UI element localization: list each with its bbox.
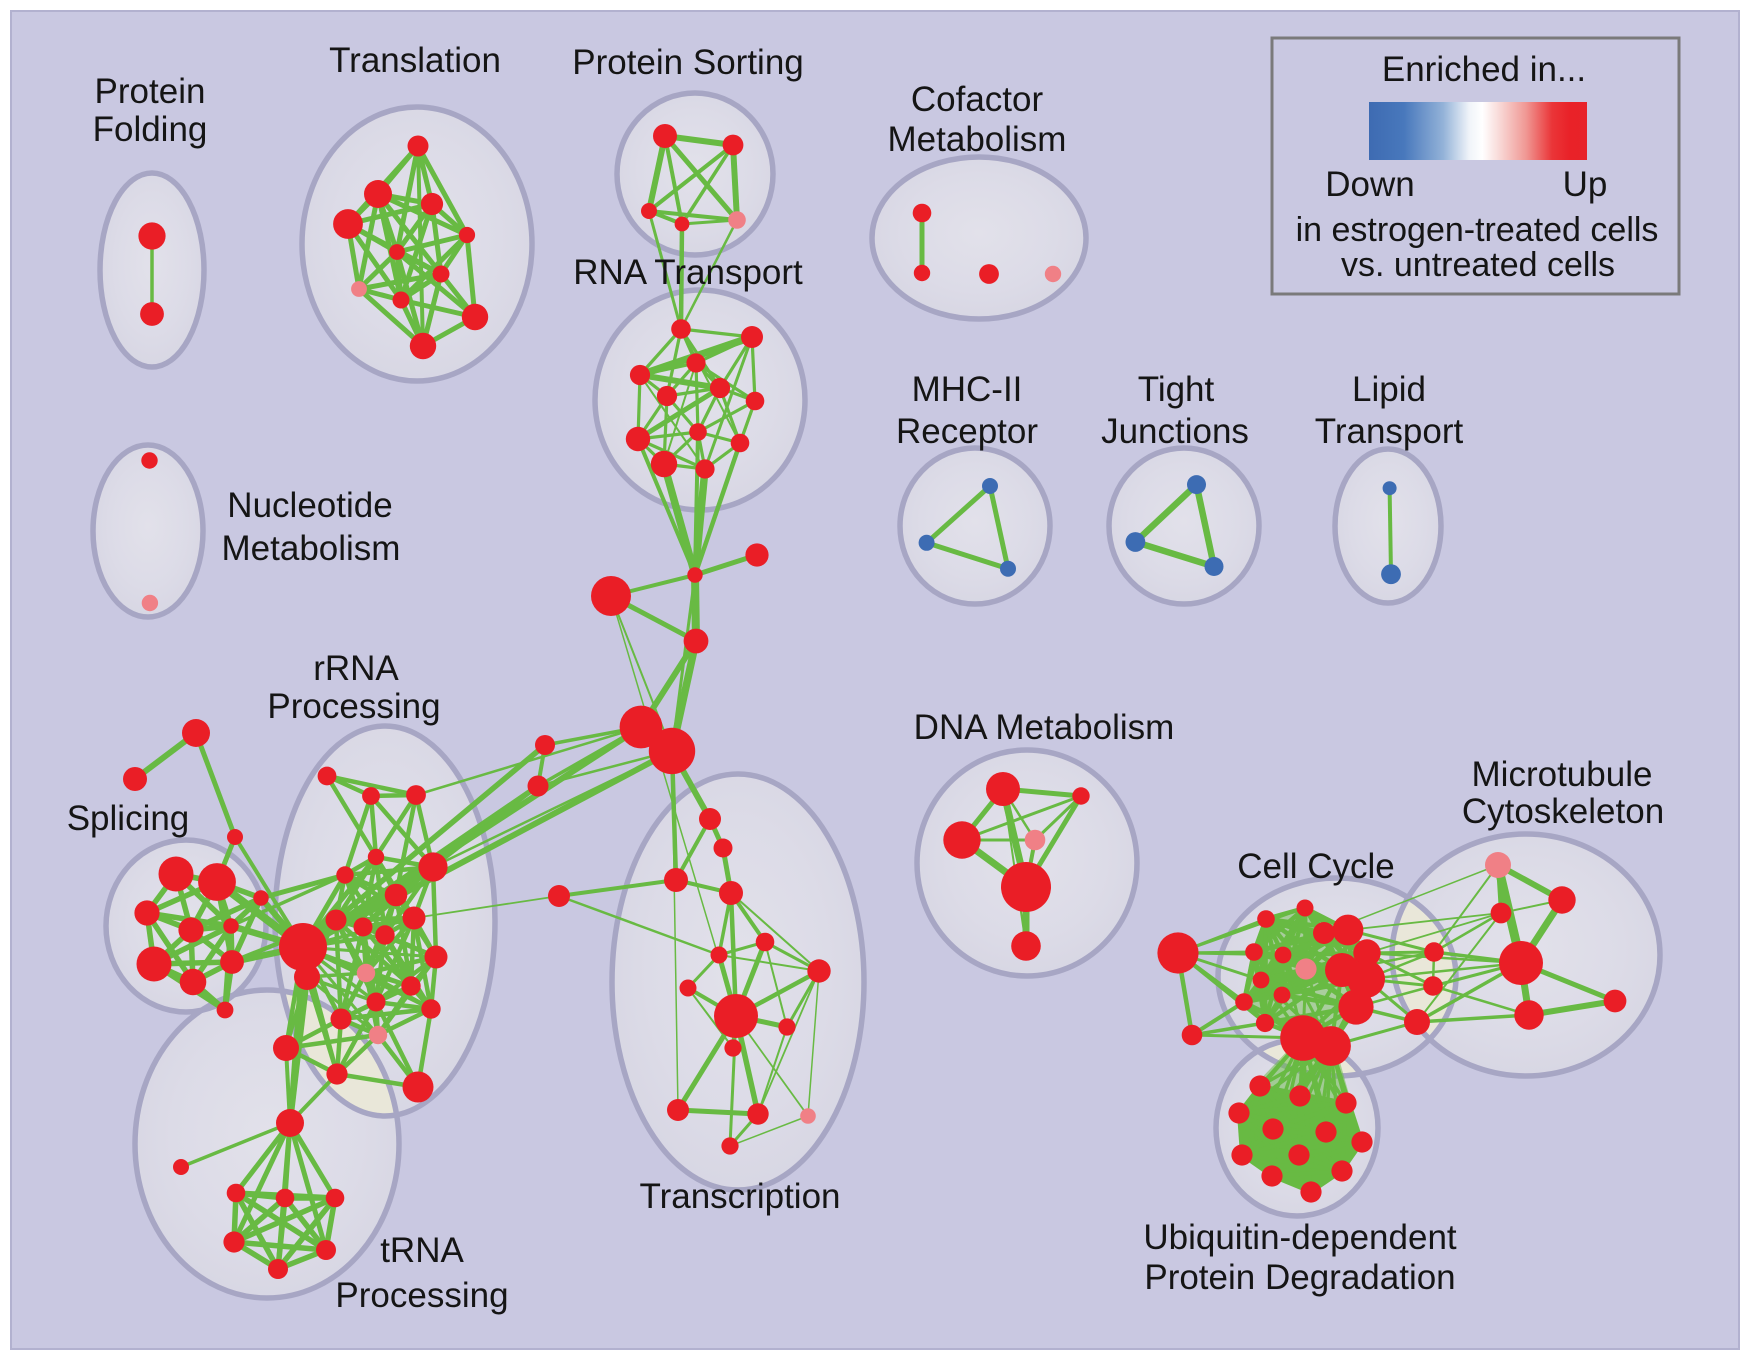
svg-text:Lipid: Lipid <box>1352 370 1426 409</box>
svg-text:Tight: Tight <box>1138 370 1215 409</box>
svg-text:Cofactor: Cofactor <box>911 80 1044 119</box>
svg-text:RNA Transport: RNA Transport <box>573 253 803 292</box>
svg-text:Microtubule: Microtubule <box>1472 755 1653 794</box>
svg-text:Translation: Translation <box>329 41 501 80</box>
svg-text:Splicing: Splicing <box>67 799 190 838</box>
svg-text:Folding: Folding <box>93 110 208 149</box>
svg-text:Cytoskeleton: Cytoskeleton <box>1462 792 1664 831</box>
svg-text:Receptor: Receptor <box>896 412 1038 451</box>
svg-text:Up: Up <box>1563 165 1608 204</box>
svg-text:Enriched in...: Enriched in... <box>1382 50 1586 89</box>
svg-text:Metabolism: Metabolism <box>888 120 1067 159</box>
svg-text:tRNA: tRNA <box>380 1231 464 1270</box>
svg-text:Transcription: Transcription <box>640 1177 841 1216</box>
svg-text:Junctions: Junctions <box>1101 412 1249 451</box>
svg-text:vs. untreated cells: vs. untreated cells <box>1341 246 1615 284</box>
svg-text:DNA Metabolism: DNA Metabolism <box>914 708 1175 747</box>
svg-text:Transport: Transport <box>1315 412 1464 451</box>
svg-text:Nucleotide: Nucleotide <box>227 486 392 525</box>
svg-text:Protein: Protein <box>95 72 206 111</box>
svg-text:Metabolism: Metabolism <box>222 529 401 568</box>
svg-text:Protein Degradation: Protein Degradation <box>1144 1258 1455 1297</box>
svg-text:in estrogen-treated cells: in estrogen-treated cells <box>1296 211 1659 249</box>
svg-text:MHC-II: MHC-II <box>912 370 1023 409</box>
svg-text:Ubiquitin-dependent: Ubiquitin-dependent <box>1143 1218 1457 1257</box>
svg-text:rRNA: rRNA <box>313 649 399 688</box>
svg-text:Down: Down <box>1325 165 1414 204</box>
svg-text:Processing: Processing <box>267 687 440 726</box>
svg-text:Cell Cycle: Cell Cycle <box>1237 847 1395 886</box>
svg-text:Processing: Processing <box>335 1276 508 1315</box>
svg-text:Protein Sorting: Protein Sorting <box>572 43 804 82</box>
